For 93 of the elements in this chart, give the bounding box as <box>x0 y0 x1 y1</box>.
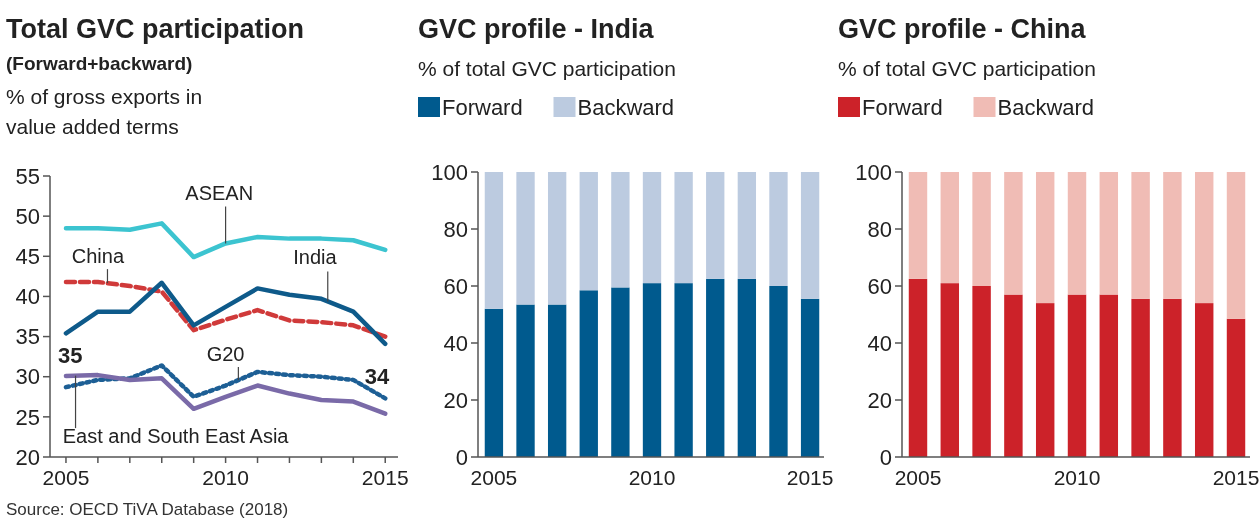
series-label: China <box>71 244 125 267</box>
y-tick-label: 80 <box>443 216 468 242</box>
series-label: East and South East Asia <box>62 425 290 448</box>
y-tick-label: 45 <box>15 243 40 269</box>
bar <box>547 172 567 305</box>
bar <box>972 286 991 457</box>
legend-label: Forward <box>442 95 523 120</box>
bar <box>516 304 535 457</box>
y-tick-label: 20 <box>15 444 40 470</box>
bar <box>579 172 598 291</box>
x-tick-label: 2005 <box>470 466 518 489</box>
y-tick-label: 0 <box>455 444 468 470</box>
x-tick-label: 2015 <box>1212 466 1260 489</box>
y-tick-label: 20 <box>867 387 892 413</box>
bar <box>547 304 567 457</box>
y-tick-label: 80 <box>867 216 892 242</box>
bar <box>579 290 598 457</box>
bar <box>1067 172 1087 295</box>
bar <box>1226 172 1246 319</box>
bar <box>1194 172 1214 304</box>
line-series <box>63 363 388 401</box>
series-label: ASEAN <box>185 182 254 205</box>
y-tick-label: 40 <box>867 330 892 356</box>
x-tick-label: 2015 <box>361 466 409 489</box>
bar <box>642 283 662 457</box>
chart-title: GVC profile - India <box>418 14 655 44</box>
chart-title: Total GVC participation <box>6 14 305 44</box>
x-tick-label: 2005 <box>42 466 90 489</box>
legend-label: Backward <box>997 95 1095 120</box>
series-label: G20 <box>206 342 245 365</box>
bar <box>769 172 788 286</box>
y-tick-label: 20 <box>443 387 468 413</box>
bar <box>908 172 928 279</box>
bar <box>1131 172 1150 299</box>
x-tick-label: 2005 <box>894 466 942 489</box>
y-axis-title: % of gross exports in value added terms <box>6 85 203 138</box>
bar <box>1131 298 1150 457</box>
y-tick-label: 35 <box>15 324 40 350</box>
x-tick-label: 2010 <box>202 466 249 489</box>
bar <box>1194 303 1214 457</box>
bar <box>1163 298 1182 457</box>
bar <box>800 172 820 299</box>
bar <box>908 278 928 457</box>
bar <box>1163 172 1182 299</box>
bar <box>706 278 725 457</box>
y-axis-title: % of total GVC participation <box>838 57 1096 80</box>
bar <box>1004 172 1023 295</box>
bar <box>484 308 504 457</box>
y-tick-label: 40 <box>443 330 468 356</box>
y-tick-label: 100 <box>431 159 468 185</box>
bar <box>484 172 504 309</box>
y-tick-label: 55 <box>15 163 40 189</box>
bar <box>674 172 693 284</box>
x-tick-label: 2015 <box>786 466 834 489</box>
bar <box>1004 294 1023 457</box>
annotation: 35 <box>57 343 83 369</box>
bar <box>1035 172 1055 304</box>
y-tick-label: 60 <box>443 273 468 299</box>
bar <box>737 172 757 279</box>
y-tick-label: 25 <box>15 404 40 430</box>
legend-label: Forward <box>862 95 943 120</box>
bar <box>516 172 535 305</box>
chart-title: GVC profile - China <box>838 14 1087 44</box>
y-tick-label: 100 <box>855 159 892 185</box>
chart-subtitle: (Forward+backward) <box>6 53 193 74</box>
y-tick-label: 60 <box>867 273 892 299</box>
bar <box>1099 294 1119 457</box>
x-tick-label: 2010 <box>628 466 676 489</box>
bar <box>611 287 630 457</box>
series-label: India <box>293 246 338 269</box>
bar <box>674 283 693 457</box>
bar <box>940 283 960 457</box>
bar <box>1035 303 1055 457</box>
y-tick-label: 40 <box>15 284 40 310</box>
bar <box>1067 294 1087 457</box>
y-tick-label: 30 <box>15 364 40 390</box>
source-note: Source: OECD TiVA Database (2018) <box>6 500 289 519</box>
bar <box>1226 318 1246 457</box>
bar <box>800 298 820 457</box>
bar <box>706 172 725 279</box>
bar <box>737 278 757 457</box>
bar <box>1099 172 1119 295</box>
legend-label: Backward <box>577 95 675 120</box>
bar <box>940 172 960 284</box>
bar <box>972 172 991 286</box>
bar <box>642 172 662 284</box>
x-tick-label: 2010 <box>1053 466 1101 489</box>
bar <box>769 286 788 457</box>
annotation: 34 <box>364 363 390 389</box>
y-axis-title: % of total GVC participation <box>418 57 676 80</box>
y-tick-label: 50 <box>15 203 40 229</box>
bar <box>611 172 630 288</box>
y-tick-label: 0 <box>879 444 892 470</box>
